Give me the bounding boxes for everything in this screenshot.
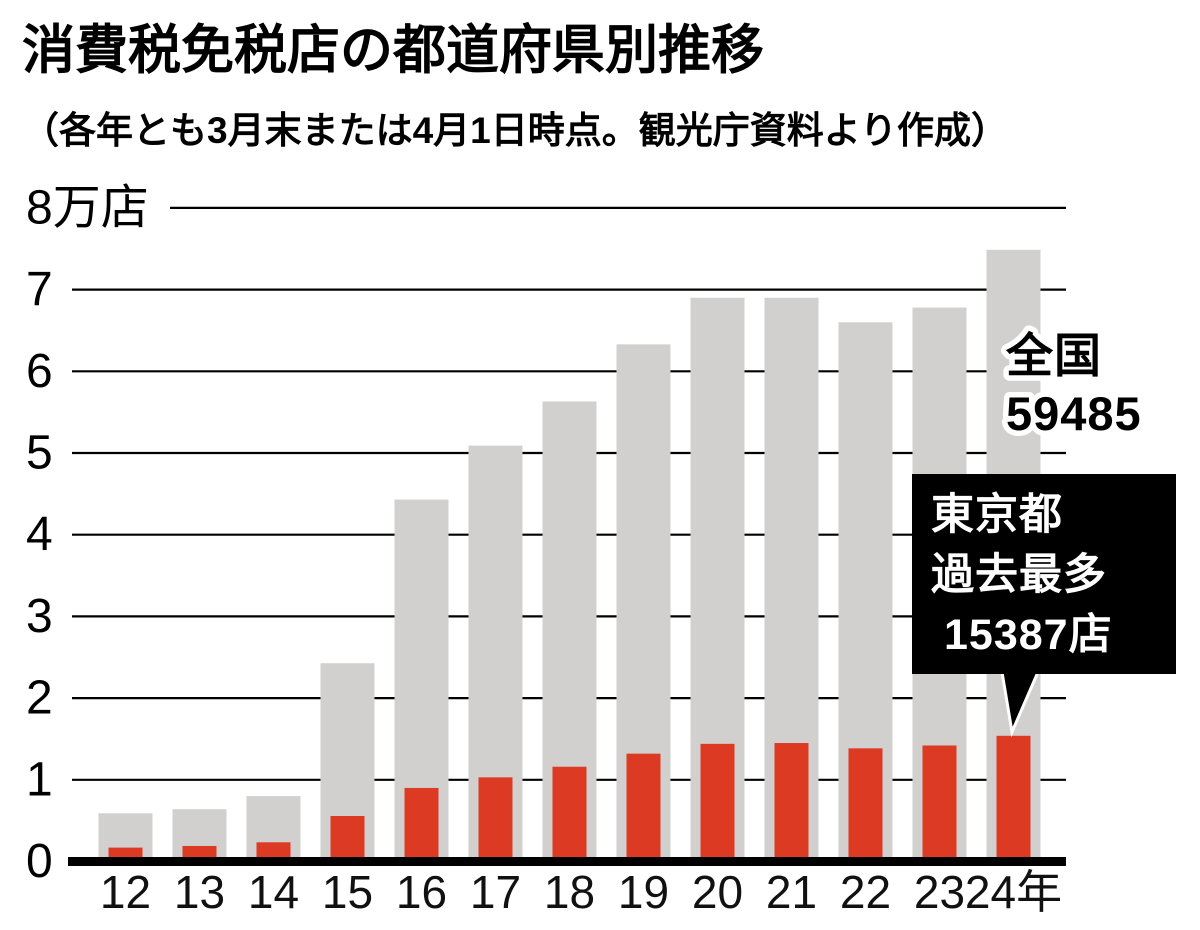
x-axis-tick-labels: 12 13 14 15 16 17 18 19 20 21 22 23 24年	[100, 866, 1062, 918]
bar-tokyo-14	[256, 842, 291, 862]
y-tick-label-3: 3	[26, 590, 53, 643]
callout-line-1: 東京都	[931, 491, 1063, 539]
y-tick-label-4: 4	[26, 508, 53, 561]
x-tick-label-17: 17	[470, 866, 521, 918]
x-tick-label-15: 15	[322, 866, 373, 918]
x-tick-label-21: 21	[766, 866, 817, 918]
bar-tokyo-24年	[996, 735, 1031, 862]
bar-tokyo-18	[552, 766, 587, 862]
y-axis-tick-labels: 8万店 7 6 5 4 3 2 1 0	[26, 181, 149, 888]
y-tick-label-8: 8万店	[26, 181, 149, 234]
callout-line-3: 15387店	[944, 611, 1113, 659]
y-tick-label-7: 7	[26, 263, 53, 316]
bar-tokyo-21	[774, 743, 809, 862]
x-axis-line-group	[68, 857, 1066, 866]
x-tick-label-18: 18	[544, 866, 595, 918]
y-tick-label-2: 2	[26, 672, 53, 725]
x-tick-label-12: 12	[100, 866, 151, 918]
x-tick-label-19: 19	[618, 866, 669, 918]
y-tick-label-1: 1	[26, 753, 53, 806]
bar-tokyo-15	[330, 815, 365, 862]
national-annotation-label: 全国	[1005, 329, 1102, 382]
x-tick-label-23: 23	[914, 866, 965, 918]
x-tick-label-20: 20	[692, 866, 743, 918]
bars	[98, 249, 1041, 862]
x-axis-line	[68, 857, 1066, 866]
x-tick-label-24年: 24年	[965, 866, 1062, 918]
y-tick-label-6: 6	[26, 345, 53, 398]
y-tick-label-5: 5	[26, 427, 53, 480]
callout-box	[912, 474, 1176, 674]
bar-tokyo-16	[404, 787, 439, 862]
x-tick-label-22: 22	[840, 866, 891, 918]
callout-line-2: 過去最多	[931, 551, 1107, 599]
bar-tokyo-23	[922, 745, 957, 862]
x-tick-label-13: 13	[174, 866, 225, 918]
x-tick-label-14: 14	[248, 866, 299, 918]
bar-tokyo-19	[626, 753, 661, 862]
y-tick-label-0: 0	[26, 835, 53, 888]
national-annotation-value: 59485	[1006, 387, 1142, 440]
bar-tokyo-20	[700, 743, 735, 862]
page-title: 消費税免税店の都道府県別推移	[22, 21, 764, 80]
bar-tokyo-22	[848, 748, 883, 862]
page-subtitle: （各年とも3月末または4月1日時点。観光庁資料より作成）	[22, 110, 1008, 151]
x-tick-label-16: 16	[396, 866, 447, 918]
bar-tokyo-17	[478, 777, 513, 862]
